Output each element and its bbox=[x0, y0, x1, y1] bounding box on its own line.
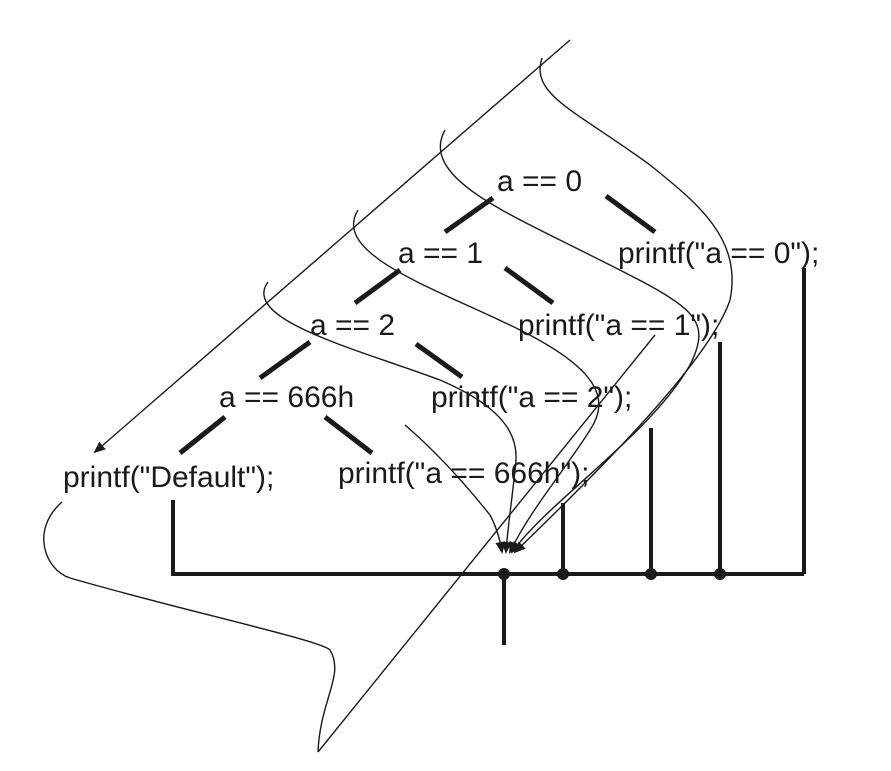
junction-dot-a666h bbox=[557, 568, 569, 580]
edge-a0-to-a1 bbox=[443, 195, 495, 235]
flow-curve-2 bbox=[439, 129, 700, 554]
edge-a1-to-a2 bbox=[353, 267, 402, 306]
flow-curve-outer-bottom bbox=[43, 501, 336, 753]
node-cond-a1: a == 1 bbox=[398, 237, 483, 270]
bus-from-default bbox=[171, 500, 804, 576]
junction-dot-a1 bbox=[714, 568, 726, 580]
edge-a0-to-print-a0 bbox=[604, 193, 657, 235]
edge-a2-to-print-a2 bbox=[414, 341, 464, 380]
flow-curve-5 bbox=[404, 424, 506, 554]
edge-a1-to-print-a1 bbox=[503, 265, 555, 306]
merge-bus bbox=[171, 268, 806, 645]
node-print-a1: printf("a == 1"); bbox=[518, 309, 719, 342]
node-cond-a666h: a == 666h bbox=[219, 381, 354, 414]
tree-edges bbox=[178, 193, 657, 455]
node-print-a0: printf("a == 0"); bbox=[618, 237, 819, 270]
node-cond-a0: a == 0 bbox=[497, 165, 582, 198]
flow-curve-3 bbox=[352, 209, 600, 554]
node-print-a2: printf("a == 2"); bbox=[431, 381, 632, 414]
junction-dot-a2 bbox=[645, 568, 657, 580]
flow-curves bbox=[43, 39, 733, 753]
node-cond-a2: a == 2 bbox=[310, 309, 395, 342]
node-print-default: printf("Default"); bbox=[63, 461, 274, 494]
edge-a2-to-a666h bbox=[258, 339, 312, 381]
edge-a666h-to-default bbox=[178, 415, 227, 455]
flow-line-to-default bbox=[93, 39, 571, 454]
node-print-a666h: printf("a == 666h"); bbox=[338, 457, 589, 490]
junction-dot-exit bbox=[498, 568, 510, 580]
flow-curve-4 bbox=[263, 281, 517, 554]
node-labels: a == 0 a == 1 a == 2 a == 666h printf("D… bbox=[63, 165, 819, 494]
edge-a666h-to-print-a666h bbox=[323, 415, 374, 455]
